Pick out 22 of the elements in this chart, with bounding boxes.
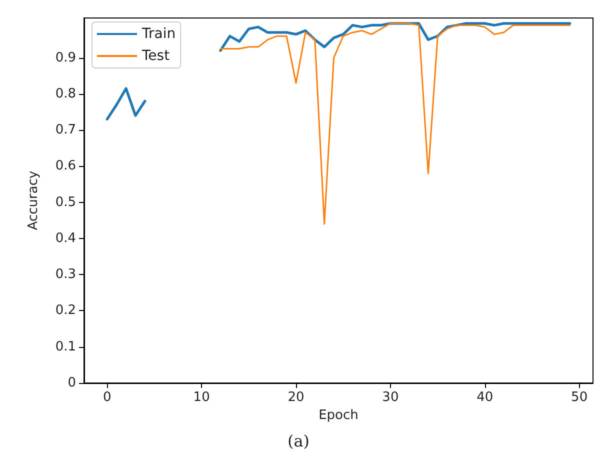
y-tick-label: 0.9 — [55, 50, 76, 66]
y-tick-label: 0.3 — [55, 267, 76, 282]
y-tick-label: 0.8 — [55, 86, 76, 102]
x-tick-label: 50 — [571, 390, 588, 405]
legend-label: Test — [141, 48, 170, 64]
y-tick-label: 0.5 — [55, 194, 76, 210]
y-tick-label: 0 — [68, 376, 76, 390]
y-tick-label: 0.6 — [55, 158, 76, 174]
x-tick-label: 40 — [476, 390, 494, 405]
text: (a) — [287, 432, 310, 450]
x-axis-title: Epoch — [318, 408, 358, 423]
line-series — [220, 22, 571, 225]
y-tick-label: 0.1 — [55, 339, 76, 354]
y-tick-label: 0.7 — [55, 122, 76, 138]
x-tick-label: 30 — [382, 390, 399, 405]
x-tick-label: 20 — [288, 390, 304, 405]
x-tick-label: 0 — [102, 390, 112, 405]
legend-label: Train — [141, 26, 176, 42]
y-axis-title: Accuracy — [26, 170, 41, 230]
y-tick-label: 0.4 — [55, 230, 76, 246]
y-tick-label: 0.2 — [55, 303, 76, 318]
x-tick-label: 10 — [193, 390, 210, 405]
